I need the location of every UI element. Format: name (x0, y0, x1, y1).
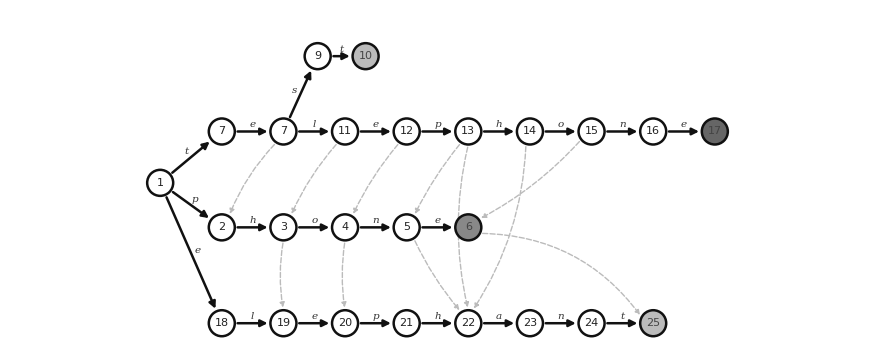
Text: 7: 7 (218, 126, 226, 137)
Text: e: e (312, 312, 318, 321)
Text: l: l (312, 120, 316, 129)
Text: 22: 22 (461, 318, 475, 328)
Text: e: e (249, 120, 255, 129)
Text: 9: 9 (314, 51, 321, 61)
Text: 16: 16 (647, 126, 661, 137)
Text: 4: 4 (341, 222, 348, 232)
Text: 3: 3 (280, 222, 287, 232)
Text: 5: 5 (403, 222, 410, 232)
Text: 13: 13 (461, 126, 475, 137)
FancyArrowPatch shape (482, 142, 579, 217)
Text: a: a (496, 312, 502, 321)
Circle shape (353, 43, 379, 69)
Circle shape (332, 214, 358, 240)
Circle shape (394, 119, 420, 145)
Circle shape (394, 310, 420, 336)
Circle shape (209, 214, 235, 240)
FancyArrowPatch shape (458, 147, 468, 306)
Text: o: o (557, 120, 564, 129)
Text: 6: 6 (465, 222, 472, 232)
FancyArrowPatch shape (416, 145, 459, 213)
Text: n: n (557, 312, 564, 321)
FancyArrowPatch shape (342, 243, 346, 306)
Text: h: h (434, 312, 441, 321)
Text: 2: 2 (218, 222, 226, 232)
Text: p: p (434, 120, 441, 129)
Circle shape (455, 310, 481, 336)
Text: 14: 14 (523, 126, 537, 137)
Text: e: e (681, 120, 687, 129)
Circle shape (455, 119, 481, 145)
Text: n: n (620, 120, 626, 129)
Circle shape (209, 119, 235, 145)
Text: n: n (373, 216, 379, 225)
FancyArrowPatch shape (292, 145, 336, 213)
Text: e: e (434, 216, 440, 225)
Circle shape (332, 310, 358, 336)
FancyArrowPatch shape (230, 144, 275, 212)
Circle shape (332, 119, 358, 145)
Text: p: p (373, 312, 379, 321)
Text: h: h (249, 216, 255, 225)
Text: 17: 17 (708, 126, 722, 137)
Text: t: t (340, 45, 344, 54)
Circle shape (702, 119, 728, 145)
FancyArrowPatch shape (474, 147, 526, 307)
FancyArrowPatch shape (483, 233, 639, 314)
Text: 1: 1 (157, 178, 164, 188)
Circle shape (270, 310, 297, 336)
Circle shape (147, 170, 173, 196)
Text: 19: 19 (276, 318, 290, 328)
Circle shape (578, 119, 605, 145)
Circle shape (640, 310, 666, 336)
Circle shape (517, 310, 543, 336)
Text: 25: 25 (646, 318, 661, 328)
Circle shape (209, 310, 235, 336)
Circle shape (578, 310, 605, 336)
Text: 20: 20 (338, 318, 352, 328)
FancyArrowPatch shape (280, 243, 284, 306)
Text: 10: 10 (359, 51, 373, 61)
Text: 12: 12 (400, 126, 414, 137)
Text: 21: 21 (400, 318, 414, 328)
Circle shape (270, 119, 297, 145)
Circle shape (270, 214, 297, 240)
Text: s: s (291, 87, 297, 95)
Text: e: e (373, 120, 379, 129)
Text: t: t (185, 147, 189, 156)
Circle shape (304, 43, 331, 69)
Text: t: t (620, 312, 625, 321)
FancyArrowPatch shape (354, 145, 398, 213)
Text: 23: 23 (523, 318, 537, 328)
FancyArrowPatch shape (415, 241, 459, 309)
Text: 11: 11 (338, 126, 352, 137)
Text: o: o (312, 216, 318, 225)
Text: 18: 18 (214, 318, 229, 328)
Text: p: p (192, 195, 199, 204)
Text: 24: 24 (584, 318, 598, 328)
Circle shape (455, 214, 481, 240)
Text: h: h (496, 120, 502, 129)
Text: 15: 15 (584, 126, 598, 137)
Circle shape (394, 214, 420, 240)
Circle shape (640, 119, 666, 145)
Text: l: l (251, 312, 255, 321)
Circle shape (517, 119, 543, 145)
Text: 7: 7 (280, 126, 287, 137)
Text: e: e (194, 246, 200, 255)
